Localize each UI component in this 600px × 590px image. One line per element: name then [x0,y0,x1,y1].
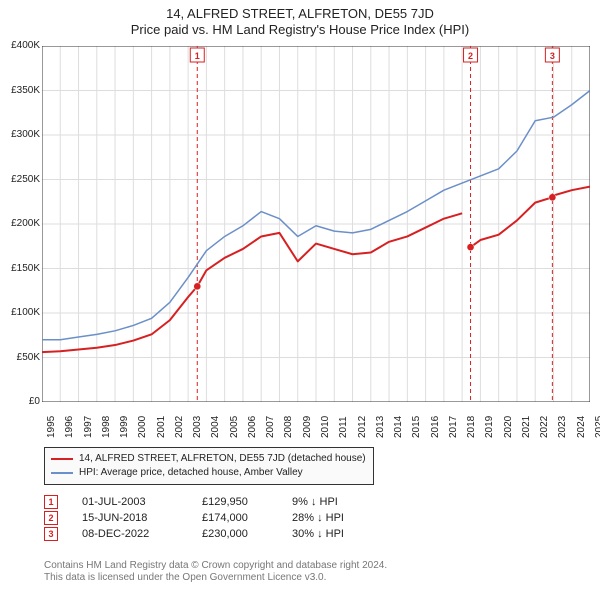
x-tick-label: 1998 [101,416,112,438]
y-tick-label: £100K [4,307,40,318]
marker-date: 08-DEC-2022 [82,526,202,542]
x-tick-label: 1999 [119,416,130,438]
x-tick-label: 2018 [466,416,477,438]
chart-plot-area: 1 2 3 [42,46,590,402]
footer-line2: This data is licensed under the Open Gov… [44,572,387,584]
x-tick-label: 2025 [594,416,600,438]
marker-row: 3 08-DEC-2022£230,00030% ↓ HPI [44,526,402,542]
marker-id-box: 2 [44,511,58,525]
y-tick-label: £250K [4,174,40,185]
marker-id-box: 3 [44,527,58,541]
legend-item-hpi: HPI: Average price, detached house, Ambe… [51,466,367,480]
marker-date: 01-JUL-2003 [82,494,202,510]
svg-text:1: 1 [195,51,200,61]
x-tick-label: 2000 [137,416,148,438]
x-tick-label: 2012 [357,416,368,438]
x-tick-label: 2014 [393,416,404,438]
legend-label-property: 14, ALFRED STREET, ALFRETON, DE55 7JD (d… [79,452,366,466]
marker-price: £230,000 [202,526,292,542]
marker-date: 15-JUN-2018 [82,510,202,526]
chart-svg: 1 2 3 [42,46,590,402]
legend-label-hpi: HPI: Average price, detached house, Ambe… [79,466,303,480]
marker-diff: 30% ↓ HPI [292,526,402,542]
x-tick-label: 2016 [430,416,441,438]
x-tick-label: 1997 [83,416,94,438]
title-line2: Price paid vs. HM Land Registry's House … [0,22,600,38]
svg-text:3: 3 [550,51,555,61]
x-tick-label: 2004 [210,416,221,438]
footer-attribution: Contains HM Land Registry data © Crown c… [44,560,387,584]
legend-swatch-hpi [51,472,73,474]
marker-id-box: 1 [44,495,58,509]
y-tick-label: £400K [4,40,40,51]
x-tick-label: 2010 [320,416,331,438]
footer-line1: Contains HM Land Registry data © Crown c… [44,560,387,572]
x-tick-label: 2011 [338,416,349,438]
x-tick-label: 2013 [375,416,386,438]
x-tick-label: 2003 [192,416,203,438]
marker-price: £174,000 [202,510,292,526]
y-tick-label: £0 [4,396,40,407]
legend-swatch-property [51,458,73,460]
y-tick-label: £200K [4,218,40,229]
x-tick-label: 2005 [229,416,240,438]
x-tick-label: 2024 [576,416,587,438]
marker-row: 1 01-JUL-2003£129,9509% ↓ HPI [44,494,402,510]
x-tick-label: 2008 [283,416,294,438]
x-tick-label: 2009 [302,416,313,438]
y-tick-label: £50K [4,352,40,363]
x-tick-label: 2023 [557,416,568,438]
x-tick-label: 2006 [247,416,258,438]
figure: 14, ALFRED STREET, ALFRETON, DE55 7JD Pr… [0,0,600,590]
title-line1: 14, ALFRED STREET, ALFRETON, DE55 7JD [0,6,600,22]
x-tick-label: 2015 [411,416,422,438]
chart-title: 14, ALFRED STREET, ALFRETON, DE55 7JD Pr… [0,0,600,40]
marker-row: 2 15-JUN-2018£174,00028% ↓ HPI [44,510,402,526]
marker-diff: 9% ↓ HPI [292,494,402,510]
legend-item-property: 14, ALFRED STREET, ALFRETON, DE55 7JD (d… [51,452,367,466]
x-tick-label: 2001 [156,416,167,438]
x-tick-label: 2020 [503,416,514,438]
x-tick-label: 2021 [521,416,532,438]
marker-price: £129,950 [202,494,292,510]
y-tick-label: £150K [4,263,40,274]
svg-text:2: 2 [468,51,473,61]
x-tick-label: 2007 [265,416,276,438]
x-tick-label: 2022 [539,416,550,438]
legend-box: 14, ALFRED STREET, ALFRETON, DE55 7JD (d… [44,447,374,485]
y-tick-label: £350K [4,85,40,96]
marker-diff: 28% ↓ HPI [292,510,402,526]
x-tick-label: 1996 [64,416,75,438]
x-tick-label: 2019 [484,416,495,438]
x-tick-label: 1995 [46,416,57,438]
marker-table: 1 01-JUL-2003£129,9509% ↓ HPI 2 15-JUN-2018… [44,494,402,542]
y-tick-label: £300K [4,129,40,140]
x-tick-label: 2002 [174,416,185,438]
x-tick-label: 2017 [448,416,459,438]
